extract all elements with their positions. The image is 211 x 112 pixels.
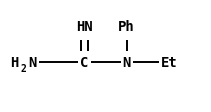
Text: 2: 2 — [21, 63, 27, 73]
Text: N: N — [122, 56, 131, 70]
Text: Et: Et — [160, 56, 177, 70]
Text: Ph: Ph — [118, 20, 135, 34]
Text: H: H — [11, 56, 19, 70]
Text: N: N — [28, 56, 37, 70]
Text: HN: HN — [76, 20, 93, 34]
Text: C: C — [80, 56, 89, 70]
